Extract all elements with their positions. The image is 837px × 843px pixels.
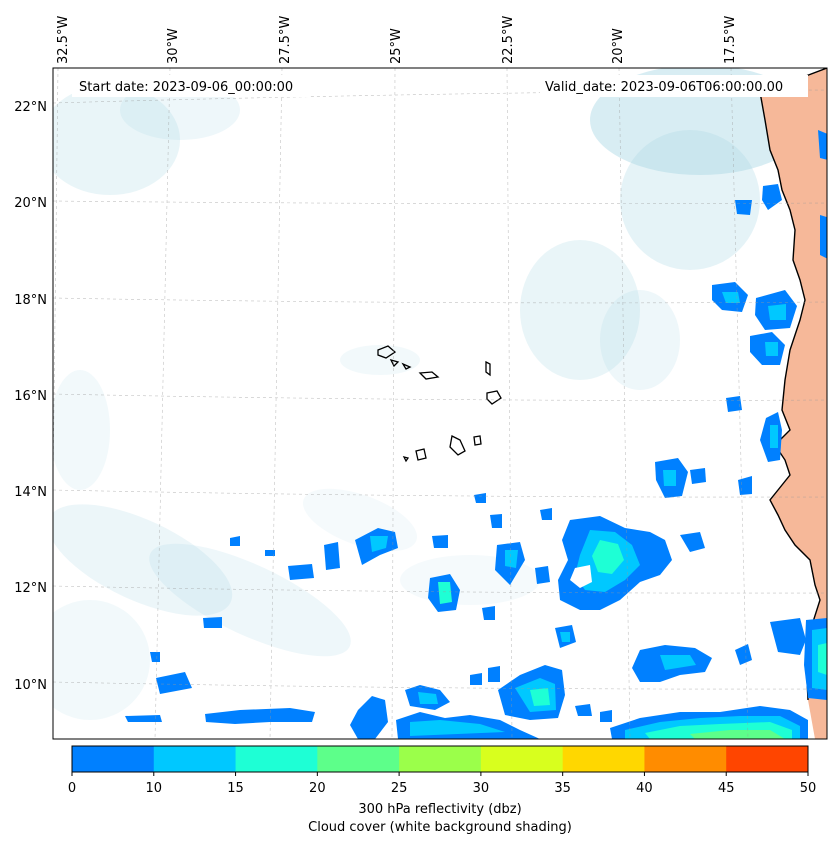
colorbar-swatch bbox=[72, 746, 155, 772]
colorbar-label: 300 hPa reflectivity (dbz) bbox=[358, 802, 521, 817]
lat-label: 14°N bbox=[14, 485, 47, 500]
map-background bbox=[53, 68, 827, 739]
start-date-label: Start date: 2023-09-06_00:00:00 bbox=[79, 80, 293, 95]
valid-date-box bbox=[540, 75, 808, 97]
latitude-labels: 22°N 20°N 18°N 16°N 14°N 12°N 10°N bbox=[14, 100, 47, 693]
colorbar-sublabel: Cloud cover (white background shading) bbox=[308, 820, 572, 835]
colorbar-swatch bbox=[317, 746, 400, 772]
map-frame bbox=[52, 67, 828, 740]
colorbar-tick-label: 20 bbox=[309, 781, 326, 796]
lon-label: 27.5°W bbox=[278, 16, 293, 64]
colorbar-tick-label: 25 bbox=[391, 781, 408, 796]
lon-label: 22.5°W bbox=[501, 16, 516, 64]
lon-label: 32.5°W bbox=[56, 16, 71, 64]
colorbar-swatch bbox=[480, 746, 564, 772]
longitude-labels: 32.5°W 30°W 27.5°W 25°W 22.5°W 20°W 17.5… bbox=[56, 16, 738, 64]
lat-label: 12°N bbox=[14, 581, 47, 596]
colorbar-swatch bbox=[153, 746, 237, 772]
colorbar-tick-label: 15 bbox=[227, 781, 244, 796]
lon-label: 30°W bbox=[166, 28, 181, 64]
colorbar-swatch bbox=[399, 746, 482, 772]
colorbar-swatch bbox=[644, 746, 727, 772]
lat-label: 18°N bbox=[14, 293, 47, 308]
colorbar-swatch bbox=[562, 746, 645, 772]
start-date-box bbox=[72, 75, 308, 97]
valid-date-label: Valid_date: 2023-09-06T06:00:00.00 bbox=[545, 80, 783, 95]
colorbar-swatch bbox=[726, 746, 809, 772]
lon-label: 20°W bbox=[611, 28, 626, 64]
reflectivity-layer bbox=[125, 130, 827, 739]
colorbar-tick-label: 10 bbox=[146, 781, 163, 796]
lat-label: 10°N bbox=[14, 678, 47, 693]
cape-verde-islands bbox=[377, 345, 502, 463]
colorbar-tick-label: 35 bbox=[554, 781, 571, 796]
colorbar-tick-label: 0 bbox=[68, 781, 76, 796]
colorbar-tick-label: 30 bbox=[473, 781, 490, 796]
lat-label: 22°N bbox=[14, 100, 47, 115]
africa-land bbox=[760, 68, 827, 739]
colorbar-tick-label: 45 bbox=[718, 781, 735, 796]
colorbar: 0 10 15 20 25 30 35 40 45 50 bbox=[68, 745, 817, 796]
lat-label: 20°N bbox=[14, 196, 47, 211]
lon-label: 25°W bbox=[389, 28, 404, 64]
colorbar-tick-label: 50 bbox=[800, 781, 817, 796]
graticule bbox=[53, 68, 827, 739]
colorbar-frame bbox=[71, 745, 809, 773]
lon-label: 17.5°W bbox=[723, 16, 738, 64]
lat-label: 16°N bbox=[14, 389, 47, 404]
colorbar-swatch bbox=[235, 746, 318, 772]
colorbar-tick-label: 40 bbox=[636, 781, 653, 796]
